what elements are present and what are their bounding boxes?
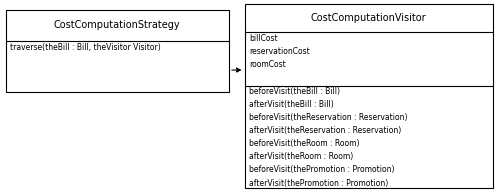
Text: CostComputationStrategy: CostComputationStrategy	[54, 20, 180, 30]
Text: afterVisit(thePromotion : Promotion): afterVisit(thePromotion : Promotion)	[249, 179, 388, 188]
Text: roomCost: roomCost	[249, 60, 286, 69]
Text: beforeVisit(theBill : Bill): beforeVisit(theBill : Bill)	[249, 87, 340, 96]
Text: afterVisit(theRoom : Room): afterVisit(theRoom : Room)	[249, 152, 353, 161]
Text: billCost: billCost	[249, 34, 278, 43]
Text: reservationCost: reservationCost	[249, 47, 310, 56]
Text: afterVisit(theBill : Bill): afterVisit(theBill : Bill)	[249, 100, 334, 109]
Text: CostComputationVisitor: CostComputationVisitor	[311, 13, 426, 23]
Text: afterVisit(theReservation : Reservation): afterVisit(theReservation : Reservation)	[249, 126, 401, 135]
Text: beforeVisit(theRoom : Room): beforeVisit(theRoom : Room)	[249, 139, 360, 148]
Text: traverse(theBill : Bill, theVisitor Visitor): traverse(theBill : Bill, theVisitor Visi…	[10, 43, 161, 52]
Text: beforeVisit(thePromotion : Promotion): beforeVisit(thePromotion : Promotion)	[249, 166, 394, 175]
FancyBboxPatch shape	[245, 4, 492, 188]
Text: beforeVisit(theReservation : Reservation): beforeVisit(theReservation : Reservation…	[249, 113, 408, 122]
FancyBboxPatch shape	[6, 10, 228, 92]
